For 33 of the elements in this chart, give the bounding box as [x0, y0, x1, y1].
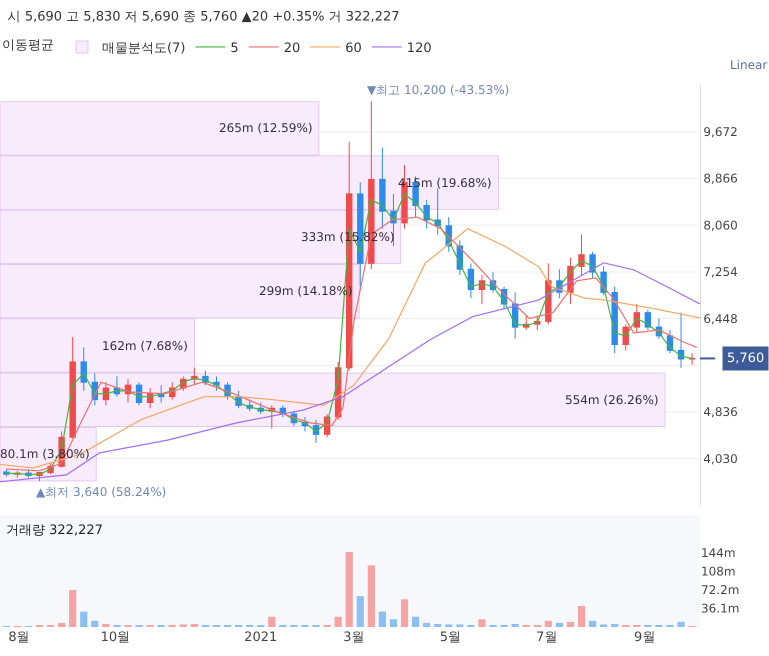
legend-label: 매물분석도(7): [102, 41, 186, 56]
legend-label: 20: [284, 41, 300, 56]
data-label: 554m (26.26%): [565, 393, 659, 407]
y-tick-label: 8,866: [703, 172, 738, 186]
data-label: 162m (7.68%): [102, 339, 188, 353]
y-tick-label: 36.1m: [701, 602, 740, 616]
y-tick-label: 8,060: [703, 218, 738, 232]
chart-title: 시 5,690 고 5,830 저 5,690 종 5,760 ▲20 +0.35% 거 322,227: [8, 10, 400, 25]
x-tick-label: 8월: [8, 630, 30, 645]
legend-label: 5: [230, 41, 239, 56]
x-tick-label: 5월: [440, 630, 461, 645]
x-tick-label: 7월: [536, 630, 558, 645]
x-tick-label: 10월: [100, 630, 130, 645]
data-label: 265m (12.59%): [219, 121, 313, 135]
y-tick-label: 108m: [701, 564, 736, 579]
y-tick-label: 4,030: [703, 452, 738, 466]
y-tick-label: 144m: [701, 546, 736, 560]
ref-line-label: 5,760: [727, 351, 764, 366]
text: 거래량 322,227: [6, 523, 103, 538]
x-tick-label: 9월: [634, 630, 656, 645]
y-tick-label: 4,836: [703, 405, 738, 420]
y-tick-label: 72.2m: [701, 583, 740, 598]
legend-title: 이동평균: [2, 38, 54, 53]
y-tick-label: 7,254: [703, 265, 738, 280]
x-tick-label: 3월: [343, 630, 365, 645]
annotation: ▲최저 3,640 (58.24%): [36, 485, 166, 499]
legend-label: 60: [345, 41, 362, 56]
annotation: ▼최고 10,200 (-43.53%): [367, 83, 510, 97]
y-tick-label: 6,448: [703, 312, 738, 326]
legend-label: 120: [406, 41, 432, 56]
x-tick-label: 2021: [244, 630, 278, 645]
y-tick-label: 9,672: [703, 125, 738, 140]
text: Linear: [730, 58, 768, 72]
